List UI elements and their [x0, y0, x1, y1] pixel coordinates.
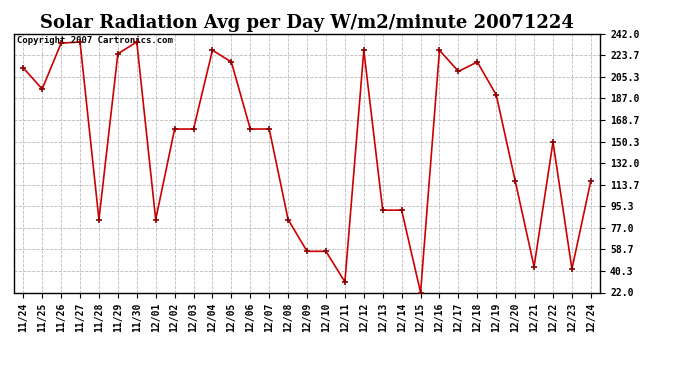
Title: Solar Radiation Avg per Day W/m2/minute 20071224: Solar Radiation Avg per Day W/m2/minute … — [40, 14, 574, 32]
Text: Copyright 2007 Cartronics.com: Copyright 2007 Cartronics.com — [17, 36, 172, 45]
